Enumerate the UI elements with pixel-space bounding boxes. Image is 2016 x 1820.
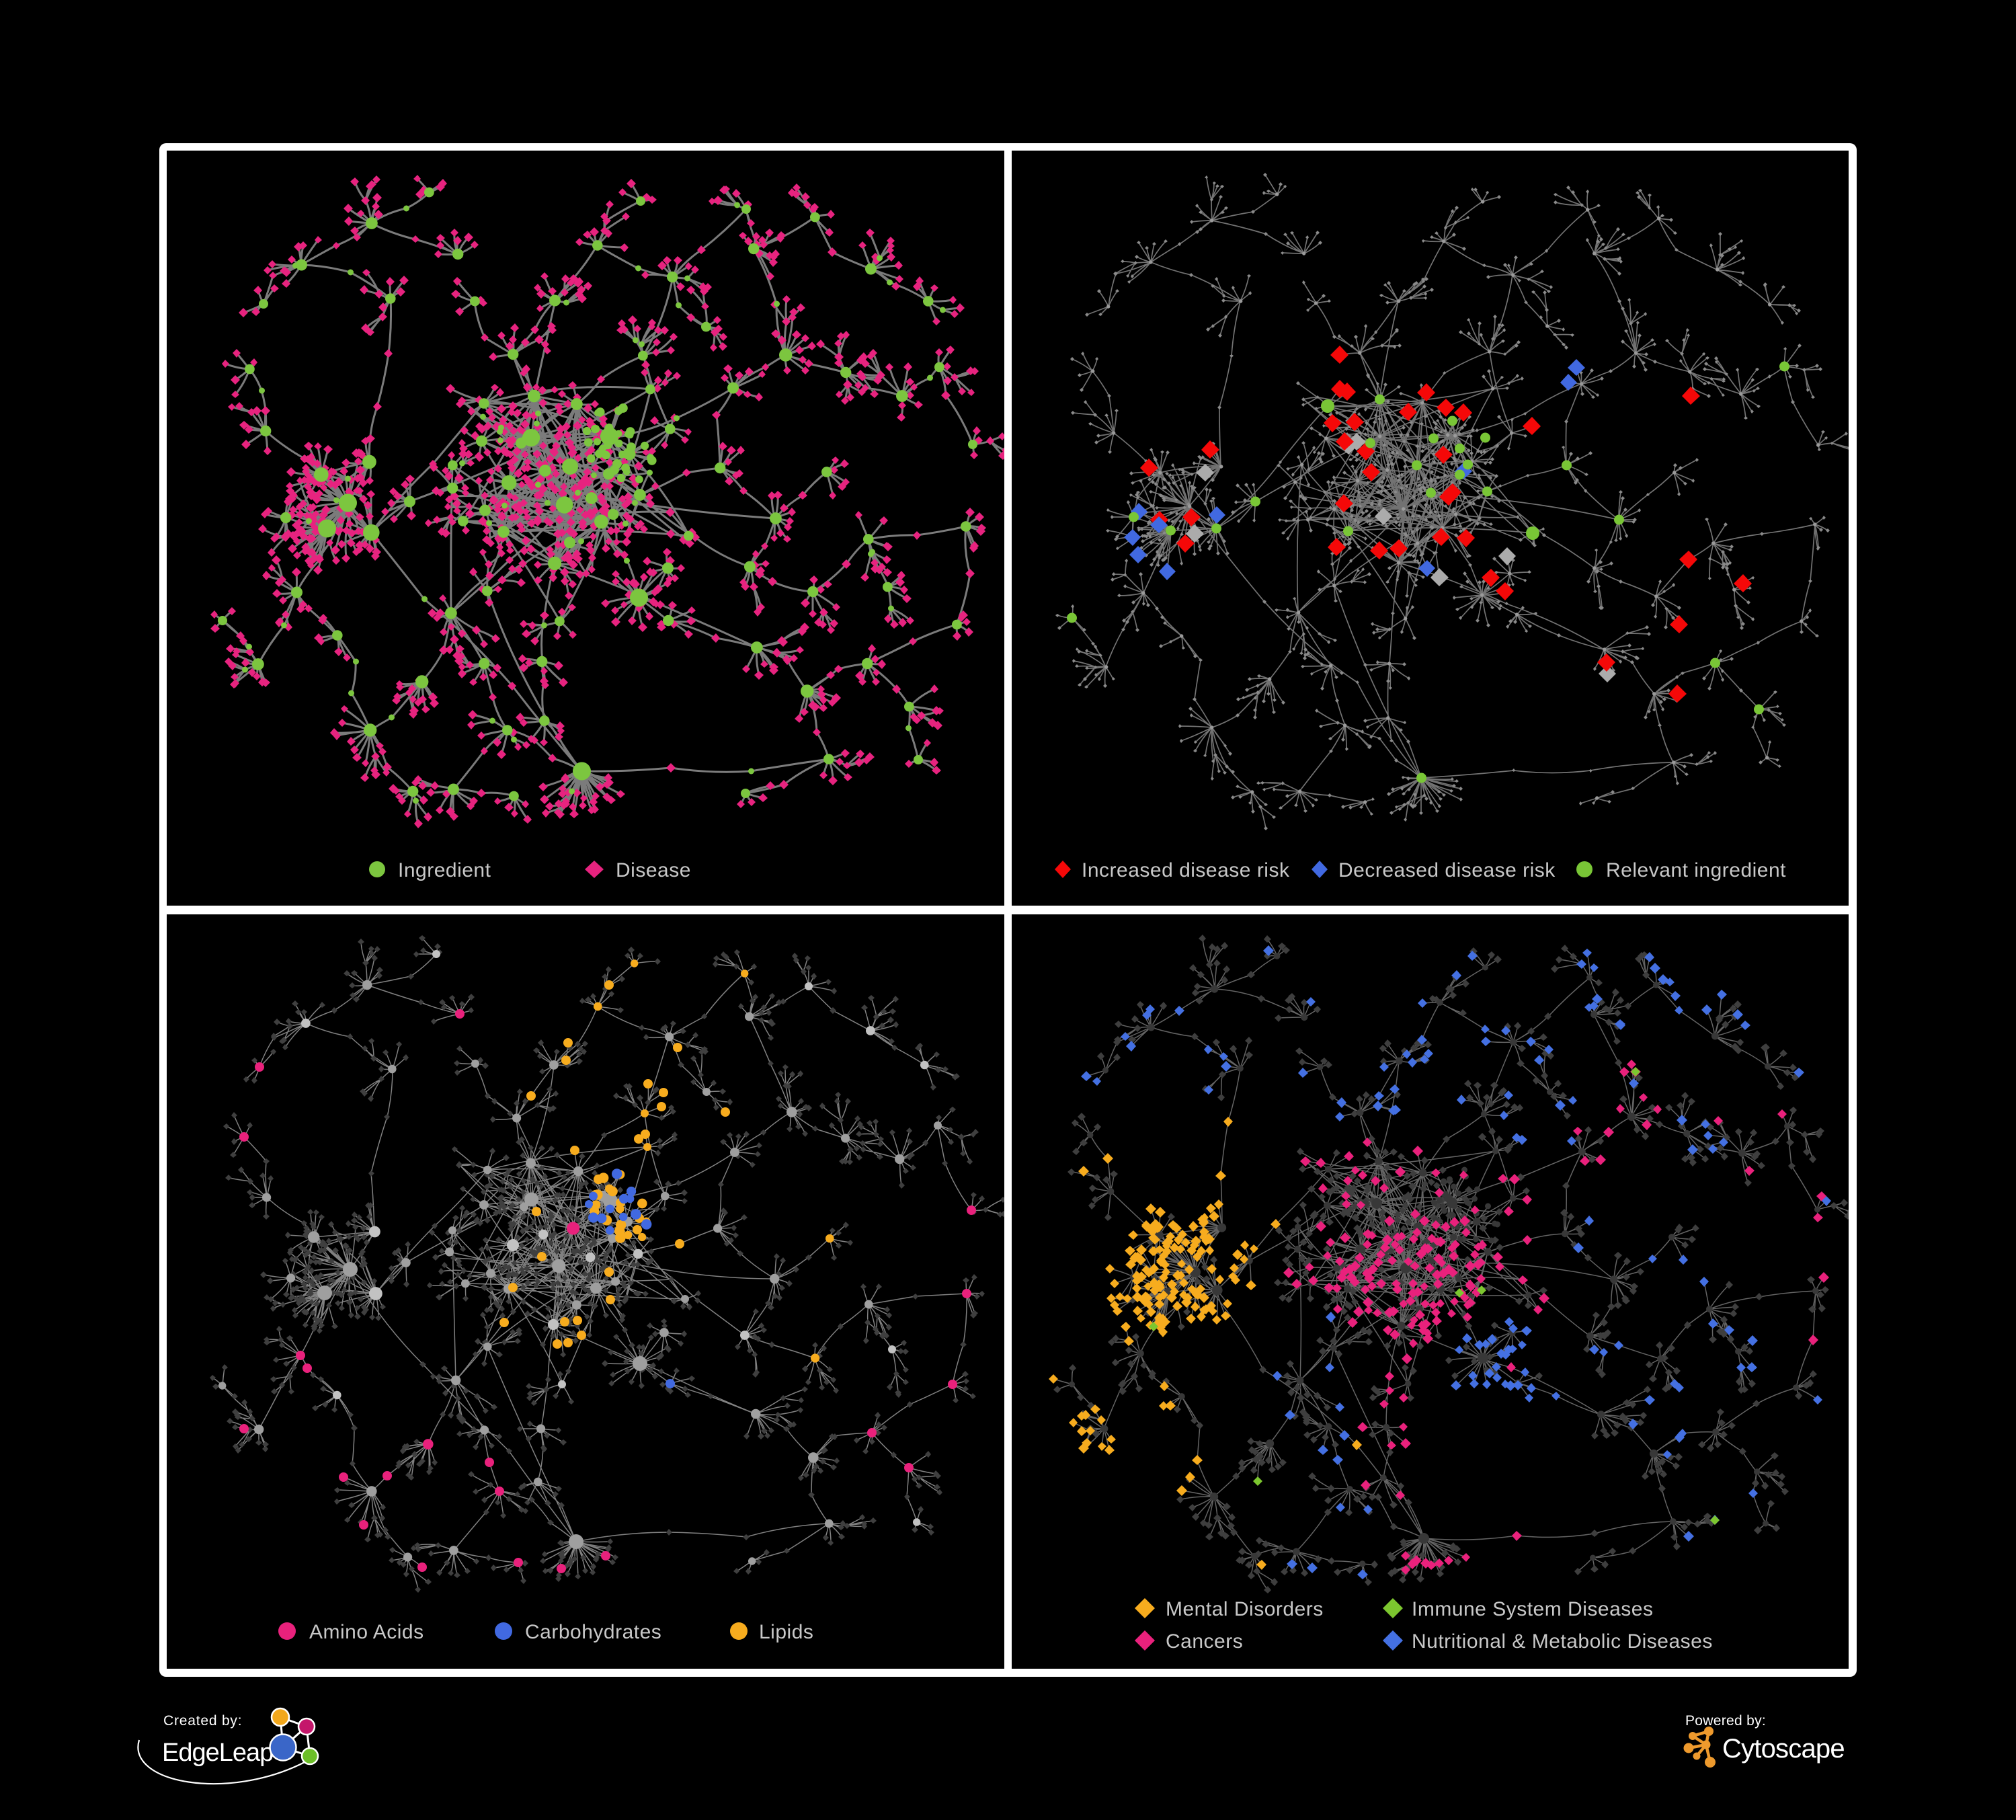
svg-text:Created by:: Created by: — [163, 1713, 242, 1729]
svg-text:EdgeLeap: EdgeLeap — [162, 1739, 273, 1767]
svg-text:Carbohydrates: Carbohydrates — [525, 1621, 661, 1643]
svg-text:Cytoscape: Cytoscape — [1722, 1734, 1845, 1764]
svg-text:Decreased disease risk: Decreased disease risk — [1338, 859, 1556, 881]
svg-text:Amino Acids: Amino Acids — [309, 1621, 424, 1643]
svg-text:Mental Disorders: Mental Disorders — [1166, 1598, 1324, 1620]
svg-text:Increased disease risk: Increased disease risk — [1082, 859, 1290, 881]
svg-text:Immune System Diseases: Immune System Diseases — [1412, 1598, 1653, 1620]
svg-text:Powered by:: Powered by: — [1685, 1713, 1766, 1729]
svg-text:Ingredient: Ingredient — [398, 859, 491, 881]
svg-text:Nutritional & Metabolic Diseas: Nutritional & Metabolic Diseases — [1412, 1630, 1713, 1653]
svg-text:Relevant ingredient: Relevant ingredient — [1606, 859, 1786, 881]
svg-text:Lipids: Lipids — [759, 1621, 813, 1643]
svg-text:Disease: Disease — [616, 859, 691, 881]
svg-text:Cancers: Cancers — [1166, 1630, 1243, 1653]
